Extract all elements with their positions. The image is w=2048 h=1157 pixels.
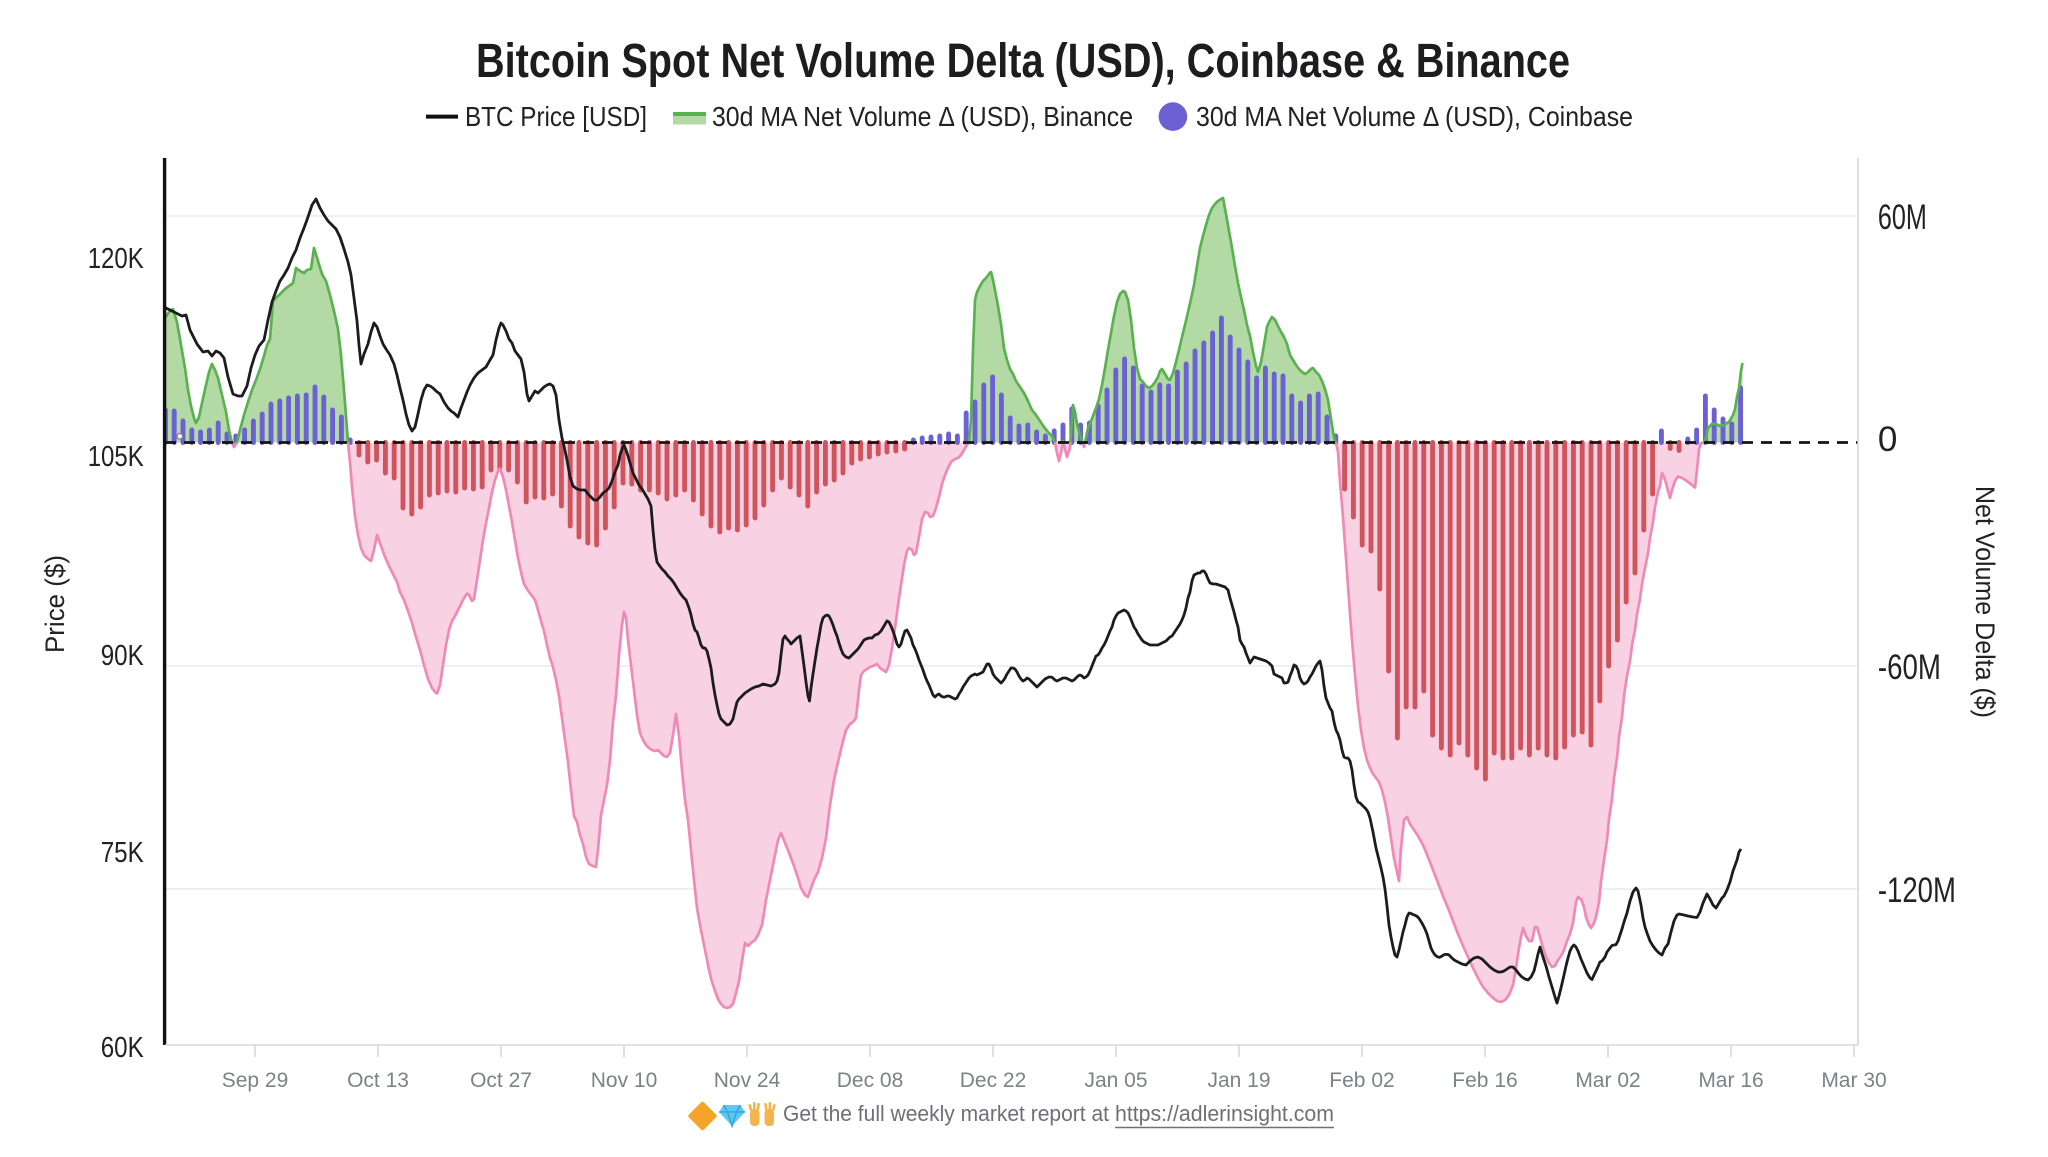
svg-text:60M: 60M bbox=[1878, 198, 1927, 237]
svg-text:90K: 90K bbox=[101, 640, 145, 672]
svg-text:Feb 02: Feb 02 bbox=[1329, 1069, 1394, 1092]
svg-text:Mar 16: Mar 16 bbox=[1698, 1069, 1763, 1092]
svg-text:-120M: -120M bbox=[1878, 871, 1956, 910]
svg-text:Mar 02: Mar 02 bbox=[1575, 1069, 1640, 1092]
svg-text:60K: 60K bbox=[101, 1032, 145, 1064]
svg-text:Sep 29: Sep 29 bbox=[222, 1069, 289, 1092]
svg-text:Jan 19: Jan 19 bbox=[1207, 1069, 1270, 1092]
svg-text:-60M: -60M bbox=[1878, 648, 1941, 687]
svg-text:Nov 10: Nov 10 bbox=[591, 1069, 658, 1092]
svg-text:Price ($): Price ($) bbox=[40, 555, 70, 653]
svg-text:75K: 75K bbox=[101, 837, 145, 869]
svg-text:30d MA Net Volume Δ (USD), Coi: 30d MA Net Volume Δ (USD), Coinbase bbox=[1196, 101, 1633, 132]
svg-text:Dec 08: Dec 08 bbox=[837, 1069, 904, 1092]
svg-text:105K: 105K bbox=[88, 441, 145, 473]
svg-text:Mar 30: Mar 30 bbox=[1821, 1069, 1886, 1092]
svg-text:Net Volume Delta ($): Net Volume Delta ($) bbox=[1970, 486, 2000, 718]
svg-text:Get the full weekly market rep: Get the full weekly market report at bbox=[783, 1101, 1109, 1126]
svg-text:30d MA Net Volume Δ (USD), Bin: 30d MA Net Volume Δ (USD), Binance bbox=[712, 101, 1133, 132]
svg-text:https://adlerinsight.com: https://adlerinsight.com bbox=[1115, 1101, 1334, 1126]
svg-text:Feb 16: Feb 16 bbox=[1452, 1069, 1517, 1092]
svg-text:Dec 22: Dec 22 bbox=[960, 1069, 1027, 1092]
svg-text:120K: 120K bbox=[88, 243, 145, 275]
svg-text:Bitcoin Spot Net Volume Delta: Bitcoin Spot Net Volume Delta (USD), Coi… bbox=[476, 35, 1570, 88]
svg-text:Oct 27: Oct 27 bbox=[470, 1069, 532, 1092]
svg-text:0: 0 bbox=[1878, 420, 1897, 459]
svg-text:Oct 13: Oct 13 bbox=[347, 1069, 409, 1092]
svg-text:Jan 05: Jan 05 bbox=[1084, 1069, 1147, 1092]
svg-text:BTC Price [USD]: BTC Price [USD] bbox=[465, 101, 647, 132]
svg-text:Nov 24: Nov 24 bbox=[714, 1069, 781, 1092]
